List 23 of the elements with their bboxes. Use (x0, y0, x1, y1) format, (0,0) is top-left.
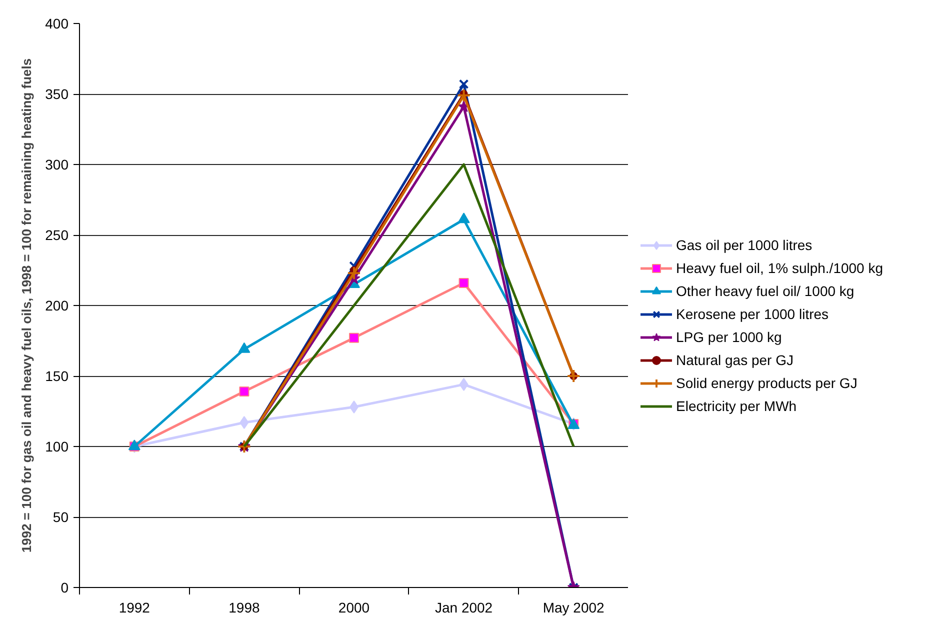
legend-label: Other heavy fuel oil/ 1000 kg (676, 283, 854, 299)
x-tick-label: 2000 (338, 600, 370, 616)
x-tick-label: May 2002 (542, 600, 605, 616)
legend-label: Kerosene per 1000 litres (676, 306, 829, 322)
x-tick-label: Jan 2002 (434, 600, 493, 616)
legend-label: Electricity per MWh (676, 398, 797, 414)
legend-label: Heavy fuel oil, 1% sulph./1000 kg (676, 260, 884, 276)
y-axis-title: 1992 = 100 for gas oil and heavy fuel oils, 1998 = 100 for remaining heating fuels (19, 58, 34, 553)
legend-label: Natural gas per GJ (676, 352, 794, 368)
legend-label: Gas oil per 1000 litres (676, 237, 812, 253)
y-tick-label: 250 (45, 227, 69, 243)
legend-label: LPG per 1000 kg (676, 329, 782, 345)
x-tick-label: 1992 (118, 600, 150, 616)
y-tick-label: 150 (45, 368, 69, 384)
y-tick-label: 100 (45, 438, 69, 454)
y-tick-label: 50 (52, 509, 69, 525)
x-tick-label: 1998 (228, 600, 260, 616)
legend-label: Solid energy products per GJ (676, 375, 858, 391)
y-tick-label: 200 (45, 298, 69, 314)
y-tick-label: 350 (45, 86, 69, 102)
y-tick-label: 0 (60, 580, 69, 596)
y-tick-label: 400 (45, 16, 69, 32)
y-tick-label: 300 (45, 156, 69, 172)
